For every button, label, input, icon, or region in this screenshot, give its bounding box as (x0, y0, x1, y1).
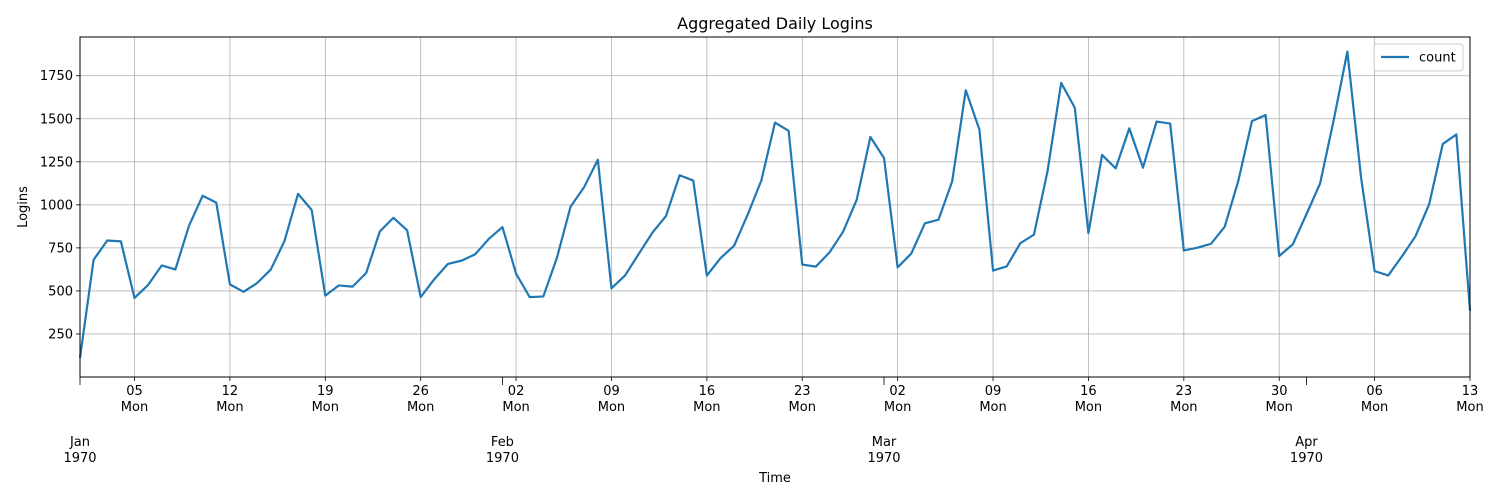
x-tick-day-label: 16 (1080, 384, 1097, 399)
x-tick-day-label: 02 (508, 384, 525, 399)
x-tick-weekday-label: Mon (789, 400, 816, 415)
x-tick-month-label: Jan (69, 435, 90, 450)
x-tick-weekday-label: Mon (1266, 400, 1293, 415)
legend-box (1373, 43, 1464, 72)
y-tick-label: 1250 (40, 155, 73, 170)
x-tick-day-label: 02 (889, 384, 906, 399)
y-tick-label: 250 (48, 327, 73, 342)
y-tick-label: 1000 (40, 198, 73, 213)
y-tick-label: 500 (48, 284, 73, 299)
x-tick-day-label: 23 (1176, 384, 1193, 399)
x-tick-month-label: Feb (491, 435, 514, 450)
x-tick-weekday-label: Mon (1075, 400, 1102, 415)
y-axis-label: Logins (16, 186, 31, 228)
x-tick-day-label: 30 (1271, 384, 1288, 399)
x-tick-weekday-label: Mon (979, 400, 1006, 415)
legend-label-count: count (1419, 51, 1456, 66)
x-tick-year-label: 1970 (486, 451, 519, 466)
y-tick-label: 750 (48, 241, 73, 256)
x-tick-day-label: 23 (794, 384, 811, 399)
legend: count (1373, 43, 1464, 72)
x-tick-weekday-label: Mon (598, 400, 625, 415)
x-tick-day-label: 26 (412, 384, 429, 399)
x-tick-year-label: 1970 (63, 451, 96, 466)
x-tick-month-label: Mar (872, 435, 897, 450)
x-tick-weekday-label: Mon (884, 400, 911, 415)
x-tick-day-label: 09 (603, 384, 620, 399)
x-tick-day-label: 12 (222, 384, 239, 399)
series-line-count (78, 50, 1472, 358)
x-tick-month-label: Apr (1295, 435, 1318, 450)
x-tick-weekday-label: Mon (502, 400, 529, 415)
x-tick-day-label: 16 (699, 384, 716, 399)
x-axis-label: Time (758, 471, 791, 486)
x-tick-weekday-label: Mon (216, 400, 243, 415)
x-tick-weekday-label: Mon (407, 400, 434, 415)
x-tick-day-label: 05 (126, 384, 143, 399)
chart-title: Aggregated Daily Logins (677, 14, 873, 33)
y-tick-label: 1500 (40, 112, 73, 127)
x-tick-day-label: 19 (317, 384, 334, 399)
x-tick-year-label: 1970 (1290, 451, 1323, 466)
x-tick-weekday-label: Mon (121, 400, 148, 415)
x-tick-weekday-label: Mon (1361, 400, 1388, 415)
x-tick-day-label: 09 (985, 384, 1002, 399)
x-tick-weekday-label: Mon (1170, 400, 1197, 415)
plot-frame (79, 36, 1471, 378)
x-axis: 05Mon12Mon19Mon26Mon02Mon09Mon16Mon23Mon… (63, 377, 1484, 466)
series-group (78, 50, 1472, 358)
y-axis: 250 500 750 1000 1250 1500 1750 (40, 69, 80, 342)
x-tick-weekday-label: Mon (693, 400, 720, 415)
x-tick-day-label: 06 (1366, 384, 1383, 399)
x-tick-weekday-label: Mon (1456, 400, 1483, 415)
x-tick-weekday-label: Mon (312, 400, 339, 415)
x-tick-day-label: 13 (1462, 384, 1479, 399)
y-tick-label: 1750 (40, 69, 73, 84)
x-tick-year-label: 1970 (867, 451, 900, 466)
